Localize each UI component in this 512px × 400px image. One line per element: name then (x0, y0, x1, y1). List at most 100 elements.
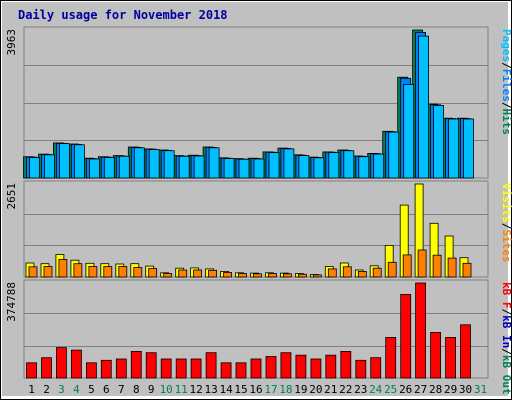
bar-top-pages-13 (208, 147, 220, 179)
bar-bottom-kb-f-1 (26, 362, 37, 379)
bar-middle-sites-4 (73, 263, 83, 278)
bar-middle-sites-28 (432, 254, 442, 278)
bar-top-pages-7 (118, 155, 130, 179)
bar-bottom-kb-f-27 (415, 282, 427, 379)
bar-middle-sites-20 (312, 274, 322, 278)
bar-middle-sites-27 (417, 249, 427, 278)
bar-top-pages-26 (403, 84, 415, 179)
bar-top-pages-1 (29, 157, 40, 179)
bar-top-pages-11 (178, 155, 190, 179)
bar-top-pages-20 (313, 157, 325, 179)
x-tick-label-22: 22 (339, 383, 352, 396)
bar-top-pages-4 (74, 144, 85, 179)
y-max-label-top: 3963 (5, 29, 18, 56)
x-tick-label-28: 28 (429, 383, 442, 396)
bar-middle-sites-19 (297, 273, 307, 278)
bar-bottom-kb-f-28 (430, 331, 442, 379)
bar-bottom-kb-f-15 (235, 362, 247, 379)
x-tick-label-13: 13 (204, 383, 217, 396)
bar-bottom-kb-f-13 (205, 352, 217, 379)
bar-top-pages-28 (433, 105, 445, 179)
bar-top-pages-10 (163, 150, 175, 179)
bar-top-pages-9 (148, 149, 160, 179)
bar-top-pages-2 (44, 154, 55, 179)
bar-middle-sites-16 (253, 273, 262, 278)
x-tick-label-19: 19 (294, 383, 307, 396)
bar-bottom-kb-f-24 (370, 357, 382, 379)
bar-bottom-kb-f-19 (295, 354, 307, 379)
x-tick-label-10: 10 (160, 383, 173, 396)
x-tick-label-3: 3 (58, 383, 65, 396)
bar-bottom-kb-f-14 (220, 362, 232, 379)
x-tick-label-7: 7 (118, 383, 125, 396)
bar-bottom-kb-f-11 (175, 358, 187, 379)
x-tick-label-25: 25 (384, 383, 397, 396)
bar-middle-sites-22 (342, 266, 352, 278)
bar-top-pages-25 (388, 131, 400, 179)
bar-middle-sites-13 (208, 269, 218, 278)
bar-bottom-kb-f-5 (86, 362, 97, 379)
x-tick-label-20: 20 (309, 383, 322, 396)
legend-item-top-1: / (500, 62, 512, 69)
bar-bottom-kb-f-4 (71, 349, 82, 379)
bar-bottom-kb-f-2 (41, 357, 52, 379)
bar-top-pages-5 (89, 158, 100, 179)
bar-middle-sites-12 (193, 269, 203, 278)
bar-top-pages-18 (283, 148, 295, 179)
bar-bottom-kb-f-12 (190, 358, 202, 379)
bar-bottom-kb-f-3 (56, 347, 67, 379)
x-tick-label-12: 12 (189, 383, 202, 396)
bar-middle-sites-15 (238, 273, 247, 278)
x-tick-label-17: 17 (264, 383, 277, 396)
x-tick-label-1: 1 (28, 383, 35, 396)
bar-middle-sites-21 (327, 268, 337, 278)
x-tick-label-18: 18 (279, 383, 292, 396)
bar-bottom-kb-f-30 (460, 324, 471, 379)
bar-top-pages-17 (268, 152, 280, 179)
bar-bottom-kb-f-17 (265, 356, 277, 379)
bar-middle-sites-14 (223, 271, 233, 278)
bar-middle-sites-25 (387, 261, 397, 278)
legend-item-top-3: / (500, 102, 512, 109)
x-tick-label-30: 30 (459, 383, 472, 396)
bar-bottom-kb-f-29 (445, 336, 457, 379)
x-tick-label-24: 24 (369, 383, 383, 396)
bar-bottom-kb-f-26 (400, 293, 412, 379)
x-tick-label-15: 15 (234, 383, 247, 396)
bar-top-pages-22 (343, 150, 355, 179)
bar-bottom-kb-f-10 (160, 358, 172, 379)
x-tick-label-14: 14 (219, 383, 233, 396)
bar-middle-sites-24 (372, 267, 382, 278)
bar-middle-sites-9 (148, 268, 158, 278)
x-tick-label-6: 6 (103, 383, 110, 396)
bar-middle-sites-8 (133, 267, 143, 278)
bar-top-pages-3 (59, 143, 70, 179)
bar-bottom-kb-f-6 (100, 359, 112, 379)
x-tick-label-27: 27 (414, 383, 427, 396)
bar-middle-sites-3 (58, 259, 68, 278)
legend-item-bottom-2: kB In (500, 315, 512, 348)
bar-top-pages-29 (448, 118, 460, 179)
bar-middle-sites-2 (43, 266, 53, 278)
bar-top-pages-21 (328, 152, 340, 179)
bar-bottom-kb-f-22 (340, 350, 352, 379)
x-tick-label-21: 21 (324, 383, 337, 396)
x-tick-label-26: 26 (399, 383, 412, 396)
bar-top-pages-23 (358, 156, 370, 179)
legend-item-bottom-3: / (500, 348, 512, 355)
y-max-label-middle: 2651 (5, 183, 18, 210)
bar-top-pages-24 (373, 153, 385, 179)
chart-title: Daily usage for November 2018 (18, 8, 228, 22)
x-tick-label-11: 11 (175, 383, 188, 396)
x-tick-label-8: 8 (133, 383, 140, 396)
legend-middle: Visits/Sites (500, 183, 512, 263)
bar-top-pages-16 (253, 158, 265, 179)
bar-middle-sites-6 (103, 266, 113, 278)
bar-bottom-kb-f-16 (250, 358, 262, 379)
x-tick-label-9: 9 (148, 383, 155, 396)
bar-top-pages-6 (103, 157, 115, 179)
legend-bottom: kB F/kB In/kB Out (500, 282, 512, 395)
bar-middle-sites-5 (88, 266, 98, 278)
x-tick-label-16: 16 (249, 383, 262, 396)
